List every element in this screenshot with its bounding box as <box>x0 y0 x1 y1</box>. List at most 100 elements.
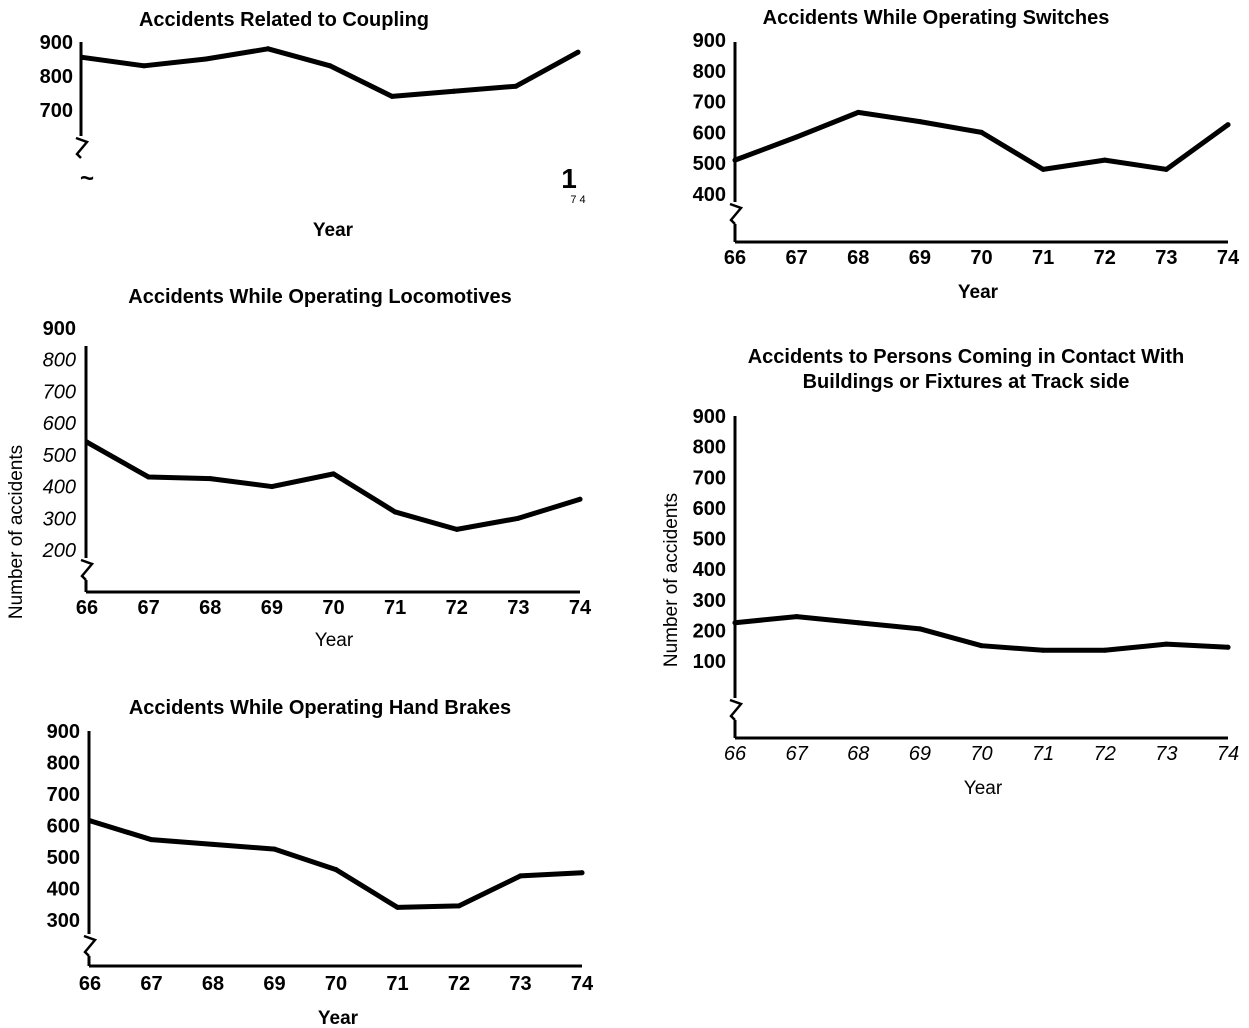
x-tick-label: 71 <box>1032 247 1054 269</box>
chart-title-handbrakes: Accidents While Operating Hand Brakes <box>129 697 511 719</box>
y-tick-label: 600 <box>47 816 80 838</box>
data-point <box>1163 166 1169 172</box>
y-tick-label: 800 <box>40 66 73 88</box>
stray-mark-one: 1 <box>561 163 577 194</box>
x-axis-label-switches: Year <box>958 282 999 303</box>
y-tick-label: 600 <box>693 498 726 520</box>
x-tick-label: 71 <box>384 597 406 619</box>
y-tick-label: 300 <box>47 910 80 932</box>
x-tick-label: 72 <box>446 597 468 619</box>
series-line-handbrakes <box>87 818 585 910</box>
series-line-locomotives <box>84 439 583 532</box>
data-point <box>333 867 339 873</box>
x-tick-label: 73 <box>509 973 531 995</box>
x-tick-label: 73 <box>1155 743 1177 765</box>
y-tick-label: 400 <box>47 879 80 901</box>
data-point <box>272 846 277 852</box>
data-point <box>149 837 154 843</box>
x-tick-label: 68 <box>202 973 224 995</box>
y-tick-label: 200 <box>693 620 726 642</box>
data-point <box>794 134 800 140</box>
x-tick-label: 70 <box>325 973 347 995</box>
y-tick-label: 100 <box>693 651 726 673</box>
data-point <box>1102 647 1108 653</box>
data-point <box>389 93 395 99</box>
data-point <box>454 526 460 532</box>
data-point <box>392 509 398 515</box>
data-point <box>84 439 90 445</box>
x-tick-label: 70 <box>970 247 992 269</box>
x-tick-label: 70 <box>970 743 992 765</box>
stray-mark-tilde: ~ <box>80 165 94 192</box>
y-axis-label-locomotives: Number of accidents <box>6 445 27 619</box>
data-point <box>579 870 585 876</box>
x-axis-label-locomotives: Year <box>315 630 354 651</box>
data-point <box>794 614 800 620</box>
series-line-switches <box>732 109 1231 172</box>
x-tick-label: 67 <box>786 743 809 765</box>
data-point <box>146 474 152 480</box>
data-point <box>395 904 400 910</box>
x-tick-label: 66 <box>724 743 747 765</box>
chart-title-switches: Accidents While Operating Switches <box>763 7 1110 29</box>
y-tick-label: 300 <box>43 508 76 530</box>
data-point <box>1040 647 1046 653</box>
axis-break-mark-handbrakes <box>83 934 98 957</box>
x-tick-label: 69 <box>909 247 931 269</box>
data-point <box>1225 644 1231 650</box>
x-tick-label: 66 <box>76 597 98 619</box>
x-axis-label-handbrakes: Year <box>318 1008 359 1028</box>
data-point <box>203 56 209 62</box>
y-tick-label: 800 <box>693 61 726 83</box>
data-point <box>207 476 213 482</box>
x-tick-label: 67 <box>786 247 808 269</box>
data-point <box>1163 641 1169 647</box>
x-tick-label: 73 <box>1155 247 1177 269</box>
data-point <box>327 63 333 69</box>
x-tick-label: 72 <box>448 973 470 995</box>
axis-break-mark-trackside <box>729 698 744 721</box>
x-axis-label-trackside: Year <box>964 778 1003 799</box>
x-tick-label: 69 <box>263 973 285 995</box>
y-tick-label: 900 <box>693 30 726 52</box>
x-tick-label: 72 <box>1094 743 1116 765</box>
x-tick-label: 71 <box>386 973 408 995</box>
data-point <box>269 484 275 490</box>
data-point <box>577 496 583 502</box>
data-point <box>513 83 519 89</box>
x-tick-label: 68 <box>847 247 869 269</box>
y-tick-label: 700 <box>47 784 80 806</box>
data-point <box>518 873 523 879</box>
x-tick-label: 67 <box>138 597 160 619</box>
data-point <box>979 129 984 135</box>
x-tick-label: 70 <box>322 597 344 619</box>
data-point <box>87 818 93 824</box>
series-line-coupling <box>79 46 581 99</box>
data-point <box>79 54 85 60</box>
y-tick-label: 600 <box>43 413 76 435</box>
data-point <box>515 515 521 521</box>
y-tick-label: 700 <box>43 381 76 403</box>
data-point <box>732 620 738 626</box>
y-tick-label: 800 <box>43 350 76 372</box>
chart-title-coupling: Accidents Related to Coupling <box>139 9 429 31</box>
stray-mark-74: 7 4 <box>570 194 585 206</box>
data-point <box>855 109 861 115</box>
y-tick-label: 700 <box>693 467 726 489</box>
axis-break-mark-coupling <box>75 136 90 159</box>
x-tick-label: 69 <box>909 743 931 765</box>
x-tick-label: 69 <box>261 597 283 619</box>
x-tick-label: 74 <box>1217 247 1240 269</box>
y-tick-label: 900 <box>43 318 76 340</box>
x-tick-label: 74 <box>571 973 594 995</box>
y-tick-label: 800 <box>47 753 80 775</box>
x-tick-label: 71 <box>1032 743 1054 765</box>
x-tick-label: 66 <box>724 247 746 269</box>
data-point <box>1225 122 1231 128</box>
x-tick-label: 72 <box>1094 247 1116 269</box>
y-tick-label: 700 <box>693 92 726 114</box>
x-axis-label-coupling: Year <box>313 220 354 241</box>
y-axis-label-trackside: Number of accidents <box>661 493 682 667</box>
axis-break-mark-locomotives <box>80 558 95 581</box>
data-point <box>1040 166 1046 172</box>
